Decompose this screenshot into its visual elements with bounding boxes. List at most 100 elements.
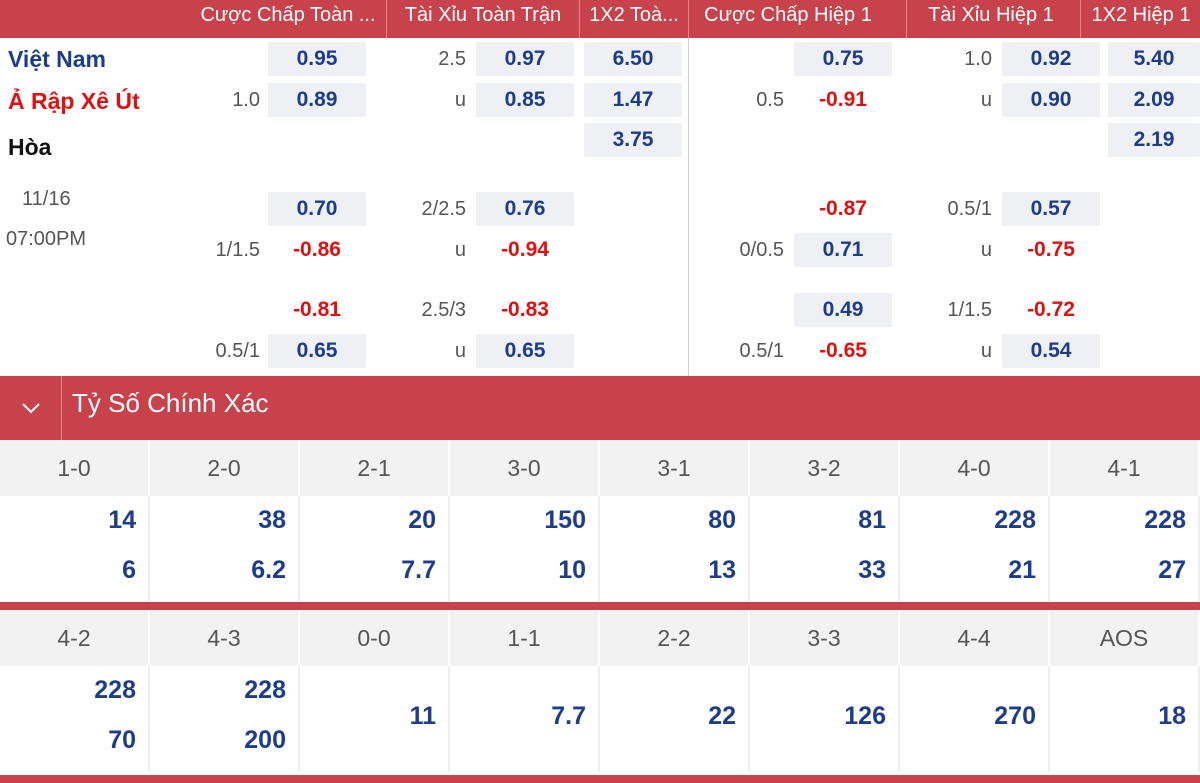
score-odds[interactable]: 21 [1008, 556, 1036, 584]
score-odds[interactable]: 20 [408, 506, 436, 534]
odds-cell[interactable]: 0.97 [476, 42, 574, 76]
odds-cell[interactable]: 0.75 [794, 42, 892, 76]
score-label: 1-1 [450, 610, 600, 666]
odds-cell[interactable]: 0.70 [268, 192, 366, 226]
score-odds[interactable]: 228 [1144, 506, 1186, 534]
score-odds[interactable]: 81 [858, 506, 886, 534]
header-ft-overunder[interactable]: Tài Xỉu Toàn Trận [404, 4, 562, 26]
score-odds-cell[interactable]: 150 10 [450, 496, 600, 602]
odds-cell[interactable]: -0.65 [819, 339, 867, 362]
score-odds-cell[interactable]: 270 [900, 666, 1050, 772]
odds-cell[interactable]: 5.40 [1108, 42, 1200, 76]
score-odds[interactable]: 200 [244, 726, 286, 754]
score-odds[interactable]: 7.7 [401, 556, 436, 584]
score-odds-cell[interactable]: 228 27 [1050, 496, 1200, 602]
h1-ou-line: 1/1.5 [947, 299, 992, 321]
score-odds-cell[interactable]: 18 [1050, 666, 1200, 772]
score-odds-cell[interactable]: 11 [300, 666, 450, 772]
score-odds[interactable]: 6 [122, 556, 136, 584]
score-odds[interactable]: 6.2 [251, 556, 286, 584]
score-label: 4-2 [0, 610, 150, 666]
score-odds[interactable]: 11 [409, 702, 436, 730]
score-label: 3-0 [450, 440, 600, 496]
odds-cell[interactable]: 3.75 [584, 123, 682, 157]
ft-ou-under-label: u [454, 239, 466, 261]
score-label: 4-3 [150, 610, 300, 666]
odds-cell[interactable]: -0.94 [501, 238, 549, 261]
score-odds[interactable]: 18 [1158, 702, 1186, 730]
h1-ou-line: 0.5/1 [947, 198, 992, 220]
odds-cell[interactable]: 0.92 [1002, 42, 1100, 76]
odds-cell[interactable]: 2.19 [1108, 123, 1200, 157]
odds-cell[interactable]: -0.83 [501, 298, 549, 321]
header-ft-handicap[interactable]: Cược Chấp Toàn ... [200, 4, 376, 26]
header-ft-1x2[interactable]: 1X2 Toà... [589, 4, 679, 26]
score-odds[interactable]: 228 [94, 676, 136, 704]
ft-hcap-line: 1/1.5 [215, 239, 260, 261]
score-odds-cell[interactable]: 228 21 [900, 496, 1050, 602]
odds-cell[interactable]: 0.54 [1002, 334, 1100, 368]
score-odds[interactable]: 38 [258, 506, 286, 534]
odds-cell[interactable]: 1.47 [584, 83, 682, 117]
odds-cell[interactable]: 2.09 [1108, 83, 1200, 117]
header-h1-handicap[interactable]: Cược Chấp Hiệp 1 [704, 4, 872, 26]
odds-cell[interactable]: 0.65 [476, 334, 574, 368]
odds-cell[interactable]: 0.85 [476, 83, 574, 117]
score-odds-cell[interactable]: 22 [600, 666, 750, 772]
collapse-toggle[interactable] [0, 376, 62, 440]
score-label: 2-1 [300, 440, 450, 496]
odds-cell[interactable]: -0.81 [293, 298, 341, 321]
score-odds-cell[interactable]: 80 13 [600, 496, 750, 602]
score-odds-cell[interactable]: 228 70 [0, 666, 150, 772]
score-odds[interactable]: 7.7 [551, 702, 586, 730]
odds-cell[interactable]: 0.89 [268, 83, 366, 117]
score-odds[interactable]: 70 [108, 726, 136, 754]
correct-score-title: Tỷ Số Chính Xác [72, 388, 269, 418]
odds-cell[interactable]: 0.57 [1002, 192, 1100, 226]
score-odds[interactable]: 150 [544, 506, 586, 534]
odds-cell[interactable]: 0.95 [268, 42, 366, 76]
score-odds-cell[interactable]: 20 7.7 [300, 496, 450, 602]
odds-cell[interactable]: 6.50 [584, 42, 682, 76]
odds-cell[interactable]: 0.49 [794, 293, 892, 327]
h1-ou-under-label: u [980, 239, 992, 261]
odds-cell[interactable]: -0.86 [293, 238, 341, 261]
h1-ou-under-label: u [980, 340, 992, 362]
score-label: 4-0 [900, 440, 1050, 496]
odds-cell[interactable]: -0.91 [819, 88, 867, 111]
header-h1-overunder[interactable]: Tài Xỉu Hiệp 1 [928, 4, 1054, 26]
score-label: 4-1 [1050, 440, 1200, 496]
score-odds-cell[interactable]: 14 6 [0, 496, 150, 602]
score-odds[interactable]: 228 [994, 506, 1036, 534]
score-odds[interactable]: 14 [108, 506, 136, 534]
score-odds[interactable]: 22 [708, 702, 736, 730]
score-odds[interactable]: 10 [558, 556, 586, 584]
score-odds[interactable]: 33 [858, 556, 886, 584]
odds-cell[interactable]: 0.90 [1002, 83, 1100, 117]
score-odds-cell[interactable]: 7.7 [450, 666, 600, 772]
market-header: Cược Chấp Toàn ... Tài Xỉu Toàn Trận 1X2… [0, 0, 1200, 38]
score-odds[interactable]: 228 [244, 676, 286, 704]
ft-ou-under-label: u [454, 89, 466, 111]
odds-cell[interactable]: -0.72 [1027, 298, 1075, 321]
correct-score-bar[interactable]: Tỷ Số Chính Xác [0, 376, 1200, 440]
score-odds[interactable]: 80 [708, 506, 736, 534]
score-label: 2-2 [600, 610, 750, 666]
header-h1-1x2[interactable]: 1X2 Hiệp 1 [1091, 4, 1191, 26]
odds-cell[interactable]: 0.65 [268, 334, 366, 368]
odds-cell[interactable]: -0.87 [819, 197, 867, 220]
score-odds[interactable]: 27 [1158, 556, 1186, 584]
score-odds-cell[interactable]: 228 200 [150, 666, 300, 772]
score-odds[interactable]: 13 [708, 556, 736, 584]
score-odds-cell[interactable]: 81 33 [750, 496, 900, 602]
odds-cell[interactable]: 0.71 [794, 233, 892, 267]
odds-cell[interactable]: 0.76 [476, 192, 574, 226]
score-odds[interactable]: 126 [844, 702, 886, 730]
chevron-down-icon [22, 403, 40, 414]
score-odds-cell[interactable]: 126 [750, 666, 900, 772]
score-odds[interactable]: 270 [994, 702, 1036, 730]
score-label: 3-3 [750, 610, 900, 666]
score-odds-cell[interactable]: 38 6.2 [150, 496, 300, 602]
odds-cell[interactable]: -0.75 [1027, 238, 1075, 261]
score-label: 2-0 [150, 440, 300, 496]
